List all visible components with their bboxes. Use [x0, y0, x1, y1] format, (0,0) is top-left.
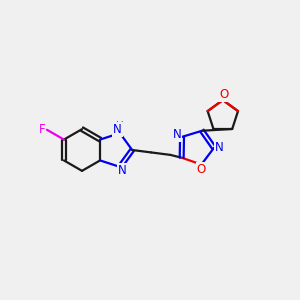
Text: O: O — [197, 163, 206, 176]
Text: O: O — [219, 88, 229, 101]
Text: H: H — [116, 121, 124, 131]
Text: F: F — [39, 123, 45, 136]
Text: N: N — [118, 164, 127, 177]
Text: N: N — [113, 123, 122, 136]
Text: N: N — [214, 141, 223, 154]
Text: N: N — [173, 128, 182, 141]
